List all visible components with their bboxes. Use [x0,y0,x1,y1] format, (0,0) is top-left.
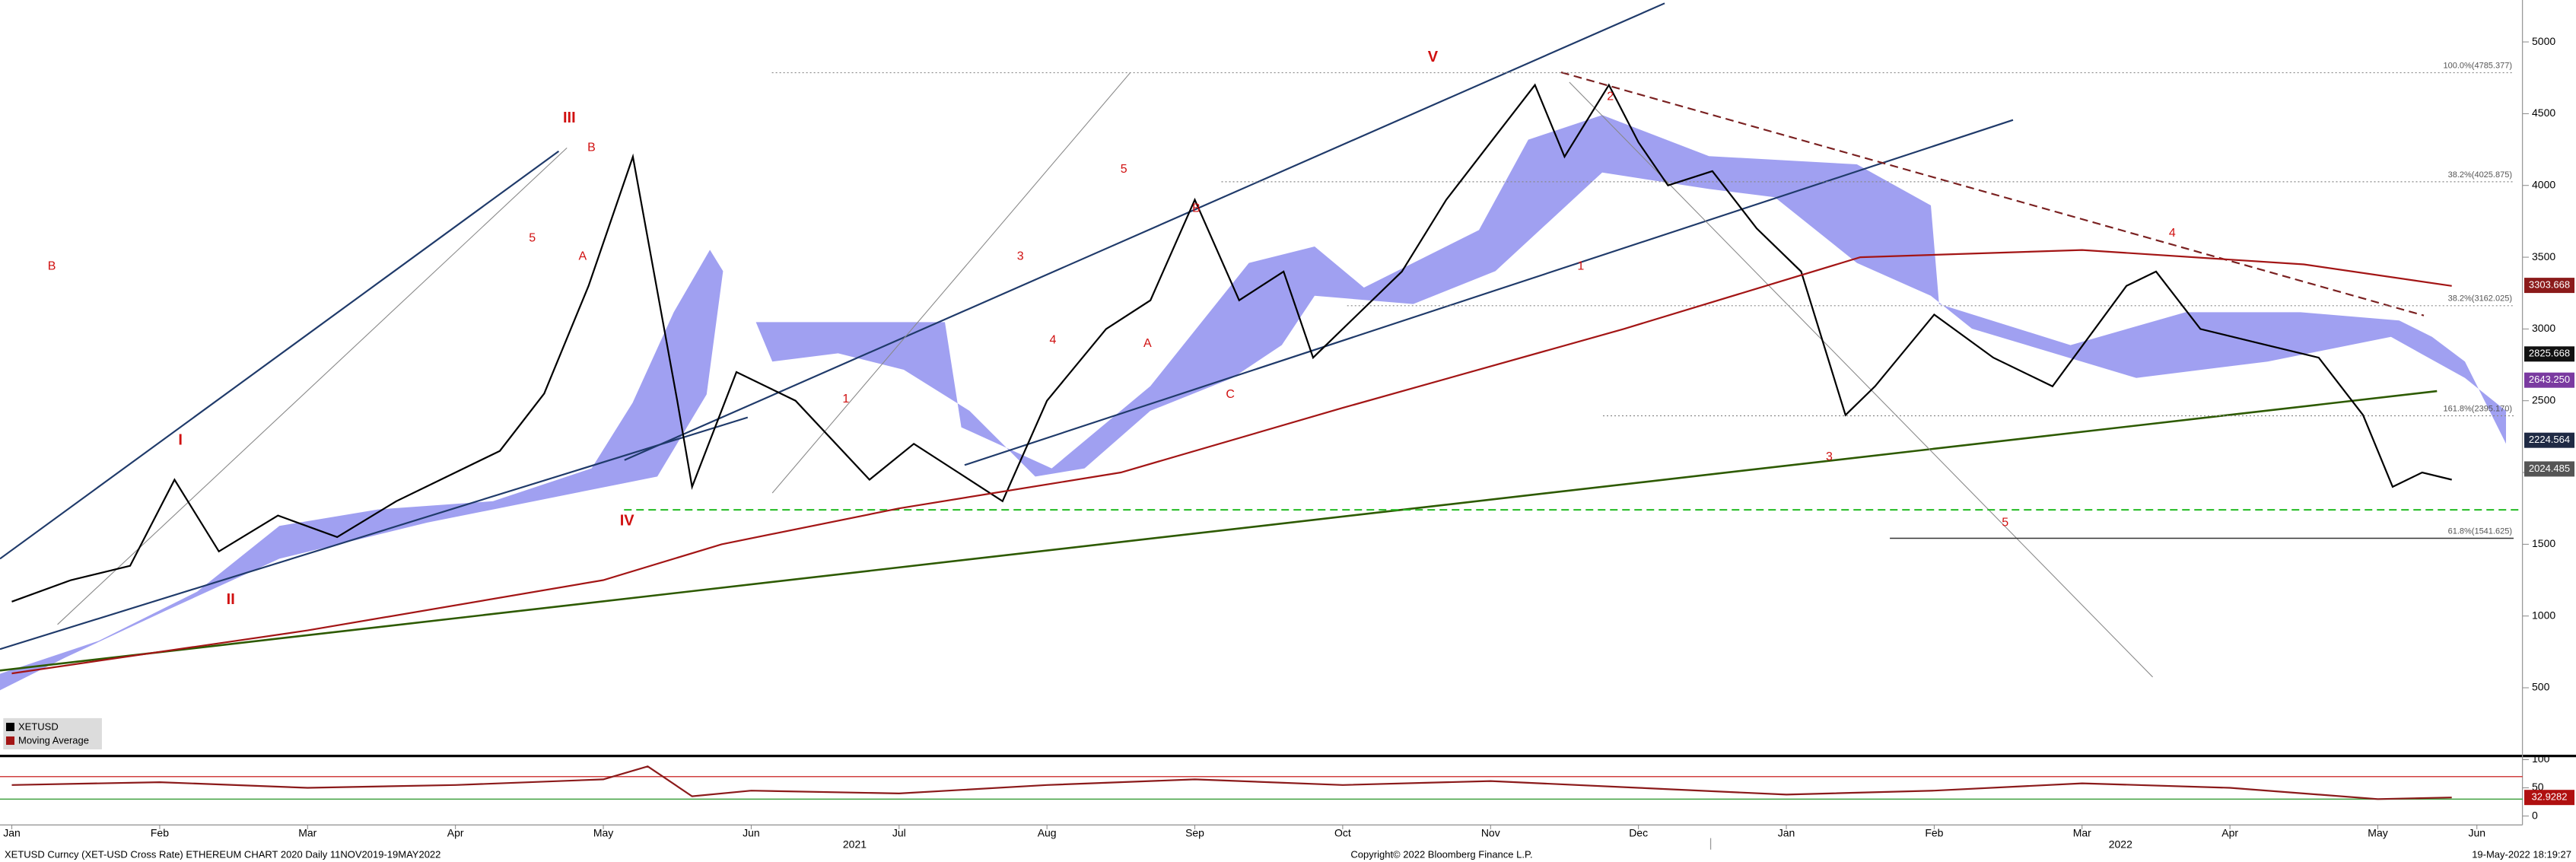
cloud [0,250,724,691]
price-tag-box [2524,790,2574,806]
x-tick-label: Nov [1481,827,1500,839]
x-tick-label: Jul [892,827,906,839]
rsi-line [11,765,2452,800]
x-tick-label: Apr [2221,827,2238,839]
wave-label: 1 [842,393,849,406]
wave-label: 5 [529,232,536,245]
price-line [11,249,2452,675]
wave-label: 4 [1049,334,1056,347]
year-label: 2022 [2109,838,2132,851]
price-tag: 2024.485 [2524,461,2574,477]
price-tag-label: 32.9282 [2532,791,2568,803]
y-tick-label: 3000 [2532,322,2555,334]
fib-label: 100.0%(4785.377) [2443,61,2512,70]
legend-swatch [6,736,14,745]
support-line [0,390,2438,672]
wave-label: B [587,142,596,154]
price-tag-box [2524,432,2574,448]
wave-label: 1 [1577,259,1584,272]
y-tick-label: 0 [2532,809,2538,821]
wave-label: 5 [2002,516,2008,529]
cloud [755,115,2507,477]
wave-label: 5 [1121,163,1127,176]
y-tick-label: 4500 [2532,107,2555,119]
price-tag: 2224.564 [2524,432,2574,448]
price-tag-box [2524,346,2574,362]
price-tag: 32.9282 [2524,790,2574,806]
x-tick-label: Oct [1334,827,1351,839]
wave-label: B [1192,202,1201,215]
x-tick-label: May [593,827,613,839]
wave-label: A [578,250,587,262]
x-tick-label: Mar [2073,827,2091,839]
trend-line [964,119,2014,466]
guide-line [57,148,568,625]
price-tag: 3303.668 [2524,278,2574,294]
footer-center: Copyright© 2022 Bloomberg Finance L.P. [1350,848,1532,860]
legend-label: Moving Average [18,734,89,746]
wave-label: 2 [1607,91,1614,103]
x-tick-label: Aug [1038,827,1057,839]
footer-right: 19-May-2022 18:19:27 [2472,848,2571,860]
price-tag-label: 2825.668 [2529,348,2570,359]
fib-label: 161.8%(2395.170) [2443,404,2512,413]
fib-label: 38.2%(3162.025) [2448,294,2512,304]
wave-label: IV [620,512,635,529]
wave-label: C [1226,388,1235,401]
y-tick-label: 4000 [2532,178,2555,190]
y-tick-label: 5000 [2532,35,2555,47]
price-tag-label: 2643.250 [2529,374,2570,385]
x-tick-label: Apr [447,827,464,839]
wave-label: 3 [1017,250,1024,262]
x-tick-label: Mar [298,827,316,839]
y-tick-label: 500 [2532,681,2550,693]
trend-line [0,150,560,560]
wave-label: V [1428,49,1439,65]
price-tag: 2825.668 [2524,346,2574,362]
x-tick-label: Sep [1185,827,1204,839]
guide-line [771,72,1131,494]
price-tag-label: 2224.564 [2529,434,2570,445]
y-tick-label: 1500 [2532,537,2555,549]
x-tick-label: Dec [1629,827,1648,839]
resistance-line [1560,72,2425,316]
y-tick-label: 1000 [2532,609,2555,621]
price-tag-box [2524,278,2574,294]
price-tag-label: 3303.668 [2529,279,2570,291]
price-tag: 2643.250 [2524,372,2574,388]
wave-label: B [48,259,56,272]
fib-label: 38.2%(4025.875) [2448,170,2512,180]
y-tick-label: 100 [2532,752,2550,765]
x-tick-label: Jun [743,827,760,839]
trend-line [0,416,749,650]
year-label: 2021 [843,838,867,851]
legend-box [3,717,102,749]
wave-label: III [563,110,576,126]
x-tick-label: Feb [151,827,169,839]
wave-label: 4 [2169,227,2176,240]
x-tick-label: Jan [3,827,21,839]
wave-label: A [1143,337,1152,350]
x-tick-label: Jun [2468,827,2485,839]
wave-label: 3 [1826,450,1833,463]
price-line [11,83,2452,603]
legend-label: XETUSD [18,720,59,732]
x-tick-label: Jan [1778,827,1795,839]
wave-label: I [178,431,183,448]
x-tick-label: May [2368,827,2387,839]
trend-line [624,2,1665,461]
y-tick-label: 2500 [2532,393,2555,406]
footer-left: XETUSD Curncy (XET-USD Cross Rate) ETHER… [5,848,440,860]
price-tag-box [2524,372,2574,388]
wave-label: II [227,591,235,608]
x-tick-label: Feb [1925,827,1943,839]
fib-label: 61.8%(1541.625) [2448,526,2512,536]
y-tick-label: 3500 [2532,250,2555,262]
price-tag-label: 2024.485 [2529,463,2570,474]
legend-swatch [6,723,14,731]
price-tag-box [2524,461,2574,477]
